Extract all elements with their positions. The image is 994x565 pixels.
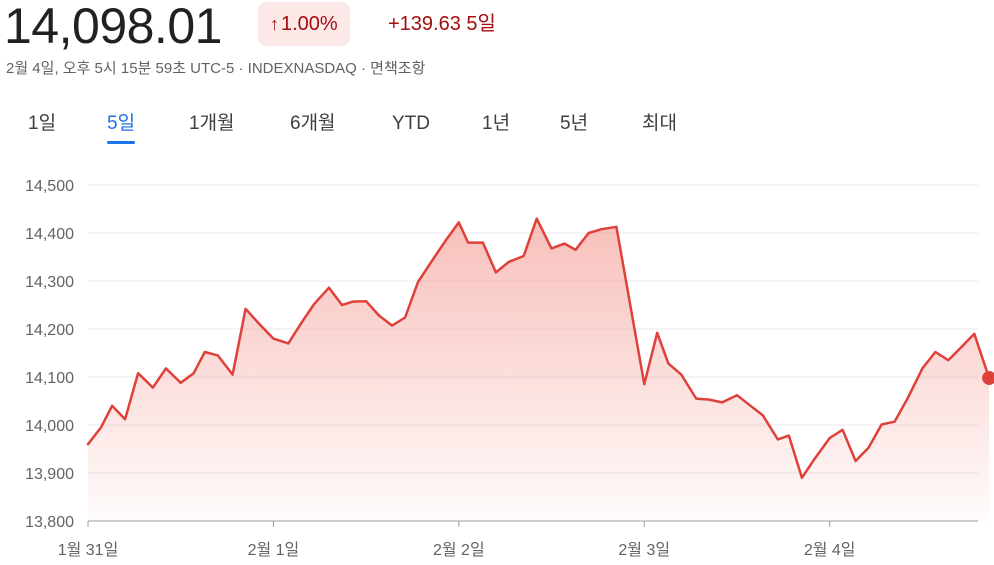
- x-tick-label: 1월 31일: [58, 541, 119, 559]
- tab-5y[interactable]: 5년: [560, 113, 589, 134]
- price-line: [86, 217, 991, 480]
- tab-5d[interactable]: 5일: [107, 108, 136, 144]
- range-tabs: 1일 5일 1개월 6개월 YTD 1년 5년 최대: [0, 108, 994, 148]
- change-period: 5일: [466, 13, 496, 35]
- x-tick-label: 2월 2일: [433, 541, 485, 559]
- x-tick-label: 2월 1일: [248, 541, 300, 559]
- tab-ytd[interactable]: YTD: [392, 113, 430, 134]
- percent-change-value: 1.00%: [281, 13, 338, 35]
- price-area: [88, 218, 990, 521]
- y-tick-label: 14,000: [25, 418, 74, 435]
- tab-1y[interactable]: 1년: [482, 113, 511, 134]
- y-tick-label: 14,100: [25, 370, 74, 387]
- change-value: +139.63: [388, 13, 461, 35]
- absolute-change: +139.63 5일: [388, 2, 496, 46]
- y-tick-label: 13,900: [25, 466, 74, 483]
- arrow-up-icon: ↑: [270, 14, 279, 34]
- y-tick-label: 13,800: [25, 514, 74, 531]
- tab-max[interactable]: 최대: [642, 113, 677, 134]
- current-price-dot: [982, 370, 994, 385]
- y-tick-label: 14,500: [25, 178, 74, 195]
- y-axis-ticks: 13,800 13,900 14,000 14,100 14,200 14,300 14,4…: [25, 178, 74, 531]
- percent-change-badge: ↑ 1.00%: [258, 2, 350, 46]
- tab-6m[interactable]: 6개월: [290, 113, 336, 134]
- x-tick-label: 2월 3일: [618, 541, 670, 559]
- tab-1d[interactable]: 1일: [28, 113, 57, 134]
- x-axis-ticks: 1월 31일 2월 1일 2월 2일 2월 3일 2월 4일: [58, 521, 856, 559]
- quote-subtitle: 2월 4일, 오후 5시 15분 59초 UTC-5 · INDEXNASDAQ…: [6, 60, 426, 77]
- x-tick-label: 2월 4일: [804, 541, 856, 559]
- y-tick-label: 14,400: [25, 226, 74, 243]
- tab-1m[interactable]: 1개월: [189, 113, 235, 134]
- current-price: 14,098.01: [4, 0, 222, 54]
- y-tick-label: 14,300: [25, 274, 74, 291]
- y-tick-label: 14,200: [25, 322, 74, 339]
